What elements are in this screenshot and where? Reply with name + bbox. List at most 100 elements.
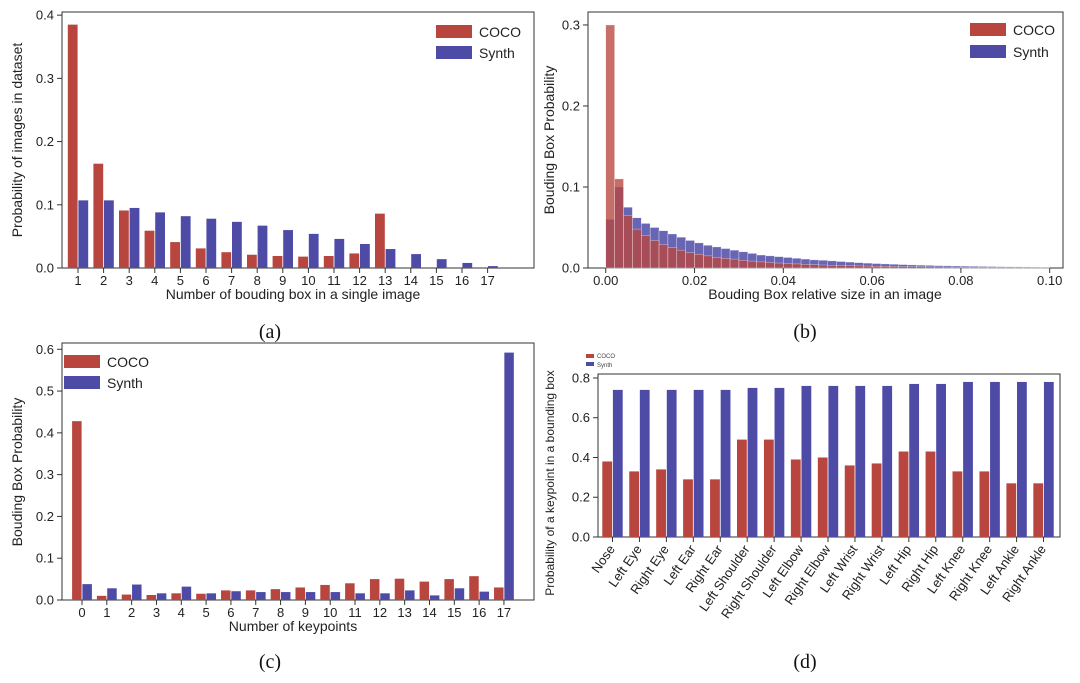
bar-synth-d bbox=[747, 387, 758, 537]
bar-synth-a bbox=[206, 218, 217, 268]
y-axis-label-a: Probability of images in dataset bbox=[9, 43, 25, 238]
bar-coco-c bbox=[221, 590, 231, 600]
bar-synth-c bbox=[380, 593, 390, 600]
bar-coco-a bbox=[272, 255, 283, 268]
y-tick-label-d: 0.8 bbox=[572, 370, 590, 385]
hist-bar-coco-b bbox=[605, 24, 615, 269]
bar-coco-c bbox=[146, 594, 157, 600]
bar-synth-d bbox=[612, 389, 623, 537]
hist-bar-coco-b bbox=[729, 258, 740, 269]
x-tick-label-a: 8 bbox=[254, 273, 261, 288]
y-tick-label-a: 0.2 bbox=[36, 134, 54, 149]
x-tick-label-a: 6 bbox=[202, 273, 209, 288]
bar-synth-a bbox=[488, 266, 498, 268]
panel-b: 0.00 0.02 0.04 0.06 0.08 0.10 0.0 0.1 0.2 0.3 Bou… bbox=[541, 11, 1064, 343]
x-tick-label-c: 10 bbox=[323, 605, 337, 620]
x-tick-label-a: 12 bbox=[352, 273, 366, 288]
y-tick-label-b: 0.0 bbox=[562, 261, 580, 276]
bar-coco-a bbox=[247, 254, 257, 268]
x-axis-label-b: Bouding Box relative size in an image bbox=[708, 286, 942, 302]
bar-synth-c bbox=[256, 592, 266, 600]
x-tick-label-a: 4 bbox=[151, 273, 158, 288]
bar-synth-a bbox=[129, 207, 140, 268]
hist-bar-coco-b bbox=[632, 228, 642, 269]
bar-coco-a bbox=[119, 210, 129, 268]
x-tick-label-c: 5 bbox=[202, 605, 209, 620]
x-tick-label-c: 13 bbox=[397, 605, 411, 620]
legend-swatch-coco-d bbox=[586, 354, 594, 358]
hist-bar-coco-b bbox=[836, 265, 846, 269]
legend-swatch-coco-c bbox=[64, 355, 100, 368]
y-tick-label-b: 0.2 bbox=[562, 98, 580, 113]
hist-bar-coco-b bbox=[685, 252, 695, 269]
hist-bar-coco-b bbox=[809, 264, 820, 269]
y-tick-label-c: 0.4 bbox=[36, 425, 54, 440]
bar-synth-d bbox=[909, 383, 920, 537]
bar-coco-d bbox=[790, 459, 801, 537]
y-tick-label-a: 0.3 bbox=[36, 71, 54, 86]
bar-coco-d bbox=[629, 471, 640, 537]
hist-bar-coco-b bbox=[925, 266, 935, 269]
bar-coco-c bbox=[369, 579, 380, 600]
axes-frame-a bbox=[61, 11, 535, 269]
legend-label-synth-b: Synth bbox=[1013, 44, 1049, 60]
legend-label-coco-d: COCO bbox=[597, 354, 615, 360]
bar-coco-a bbox=[298, 256, 308, 268]
legend-swatch-coco-a bbox=[436, 25, 472, 38]
hist-bar-coco-b bbox=[720, 258, 731, 269]
bar-synth-a bbox=[104, 200, 114, 268]
x-tick-label-b: 0.06 bbox=[859, 273, 884, 288]
bar-synth-d bbox=[936, 383, 946, 537]
hist-bar-coco-b bbox=[1005, 267, 1015, 269]
caption-c: (c) bbox=[259, 651, 281, 673]
bar-synth-a bbox=[385, 249, 396, 268]
bar-coco-c bbox=[196, 593, 206, 600]
caption-d: (d) bbox=[793, 651, 816, 673]
hist-bar-coco-b bbox=[987, 267, 997, 269]
bar-synth-a bbox=[411, 254, 421, 268]
hist-bar-coco-b bbox=[916, 266, 926, 269]
x-tick-label-c: 2 bbox=[128, 605, 135, 620]
y-tick-label-d: 0.4 bbox=[572, 450, 590, 465]
bar-coco-d bbox=[683, 479, 693, 537]
hist-bar-coco-b bbox=[889, 266, 899, 269]
bar-coco-a bbox=[349, 253, 360, 268]
hist-bar-coco-b bbox=[774, 262, 784, 269]
bar-coco-c bbox=[320, 584, 330, 600]
bar-synth-d bbox=[1017, 381, 1027, 537]
x-tick-label-c: 9 bbox=[302, 605, 309, 620]
hist-bar-coco-b bbox=[694, 253, 704, 269]
bar-synth-d bbox=[1043, 381, 1054, 537]
bar-synth-a bbox=[334, 238, 345, 268]
bar-synth-c bbox=[206, 593, 216, 600]
bar-synth-c bbox=[181, 586, 192, 600]
bar-synth-d bbox=[990, 381, 1000, 537]
bar-coco-d bbox=[737, 439, 747, 537]
x-tick-label-a: 10 bbox=[301, 273, 315, 288]
legend-swatch-synth-d bbox=[586, 362, 594, 366]
x-axis-label-a: Number of bouding box in a single image bbox=[166, 286, 421, 302]
bar-coco-c bbox=[295, 587, 305, 600]
legend-swatch-synth-c bbox=[64, 376, 100, 389]
bar-coco-a bbox=[170, 242, 180, 268]
hist-bar-coco-b bbox=[818, 264, 828, 269]
hist-bar-coco-b bbox=[960, 266, 971, 269]
y-tick-label-c: 0.5 bbox=[36, 384, 54, 399]
bar-synth-d bbox=[882, 385, 893, 537]
x-tick-label-b: 0.08 bbox=[948, 273, 973, 288]
x-tick-label-c: 8 bbox=[277, 605, 284, 620]
bar-coco-d bbox=[763, 439, 774, 537]
ticks-a: 1 2 3 4 5 6 7 8 9 10 11 12 13 14 15 16 170.00.10.20.30.4 bbox=[36, 8, 495, 288]
hist-bar-coco-b bbox=[756, 261, 766, 269]
y-tick-label-c: 0.0 bbox=[36, 593, 54, 608]
bar-synth-a bbox=[180, 216, 191, 268]
bar-synth-a bbox=[308, 233, 319, 268]
bar-coco-d bbox=[925, 451, 936, 537]
legend-swatch-synth-a bbox=[436, 46, 472, 59]
y-axis-label-d: Probability of a keypoint in a bounding … bbox=[543, 370, 557, 596]
bar-synth-c bbox=[330, 592, 341, 600]
x-tick-label-a: 3 bbox=[126, 273, 133, 288]
bar-coco-c bbox=[245, 590, 256, 600]
bar-coco-c bbox=[419, 581, 430, 600]
